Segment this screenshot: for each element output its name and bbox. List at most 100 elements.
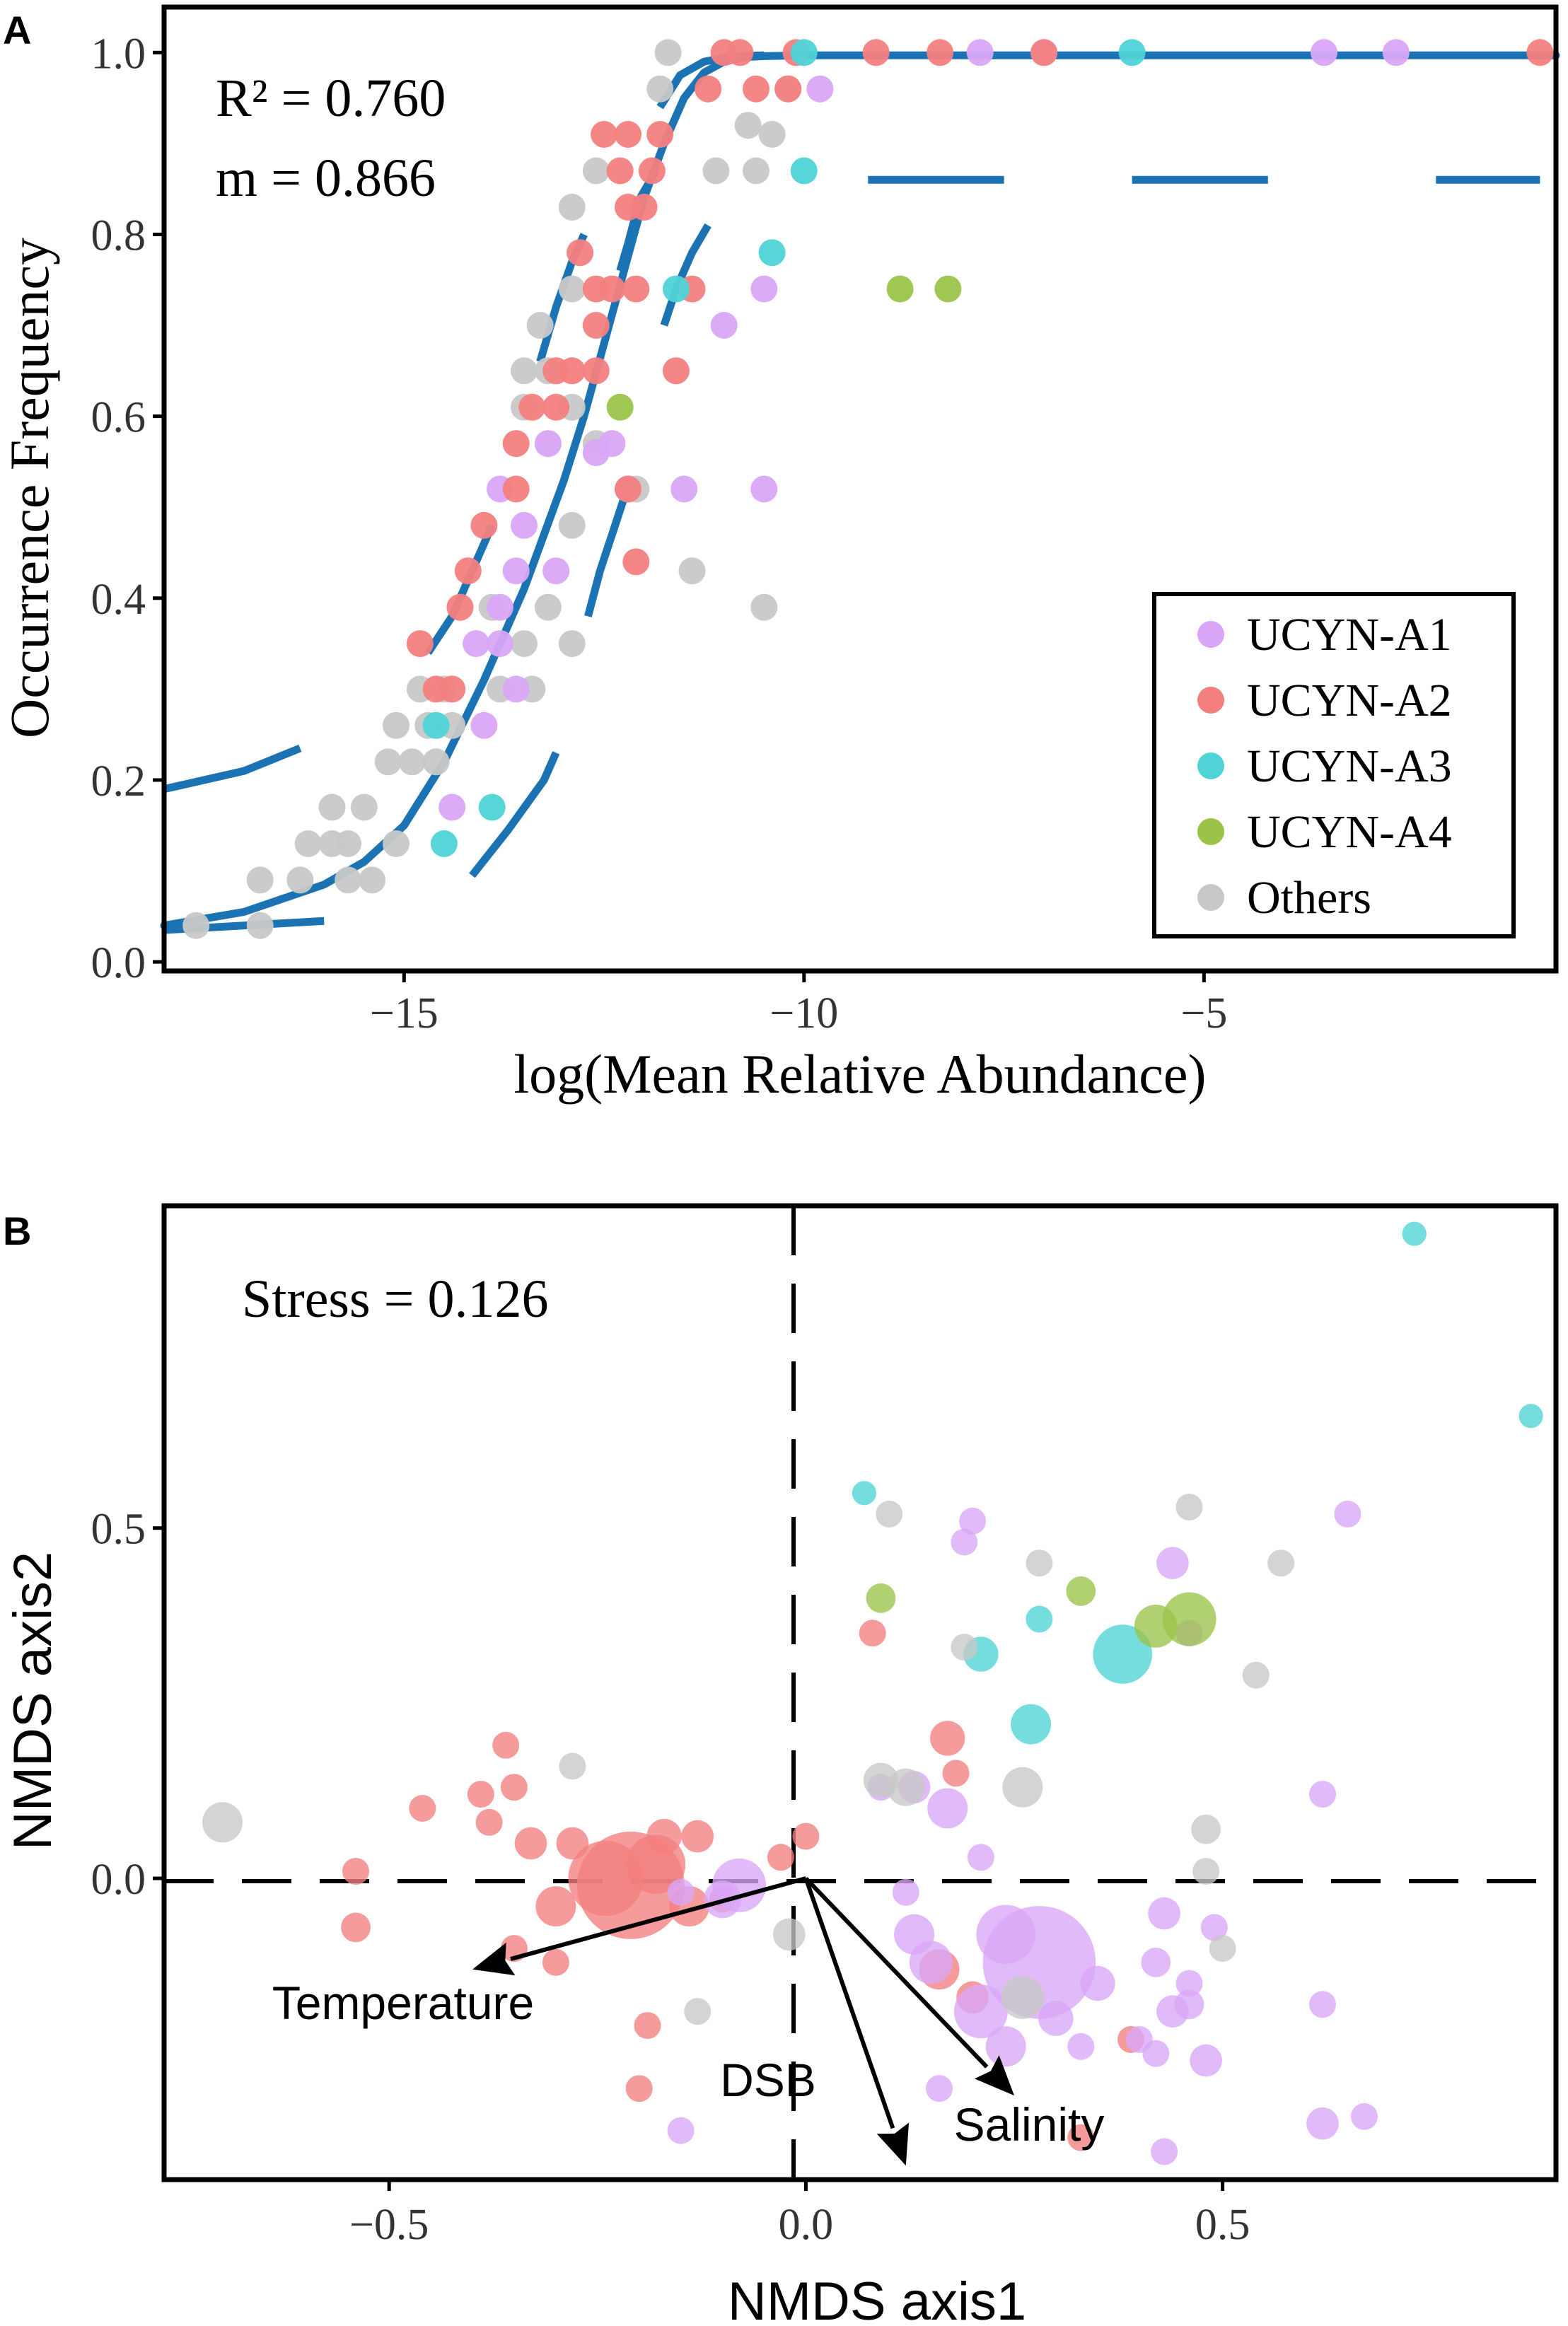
panel-a-point-others	[286, 866, 314, 894]
panel-b-label: B	[3, 1209, 31, 1253]
panel-a-point-ucyn-a1	[966, 39, 994, 66]
panel-a-point-others	[758, 121, 786, 148]
panel-b-point-ucyn-a1	[1306, 2107, 1339, 2140]
panel-a-point-ucyn-a4	[886, 275, 914, 303]
panel-a-point-others	[246, 912, 274, 939]
panel-b-arrow-temperature	[510, 1876, 807, 1961]
panel-a-m-annotation: m = 0.866	[216, 149, 436, 208]
panel-a-legend-label-ucyn-a3: UCYN-A3	[1247, 740, 1452, 792]
panel-a-y-tick-label: 0.8	[91, 211, 146, 260]
panel-b-point-others	[202, 1802, 243, 1843]
panel-b-point-ucyn-a1	[1156, 1547, 1189, 1579]
panel-a-legend: UCYN-A1 UCYN-A2 UCYN-A3 UCYN-A4 Others	[1152, 592, 1516, 938]
panel-a-point-ucyn-a2	[567, 239, 594, 267]
panel-a-legend-label-ucyn-a2: UCYN-A2	[1247, 675, 1452, 726]
panel-b-arrow-label-dsb: DSB	[720, 2054, 816, 2106]
panel-b-point-ucyn-a3	[1011, 1704, 1052, 1745]
panel-b-point-ucyn-a2	[341, 1912, 371, 1943]
panel-a-legend-swatch-ucyn-a2	[1197, 687, 1224, 714]
panel-a-point-others	[383, 830, 410, 857]
panel-a-point-ucyn-a2	[1526, 39, 1554, 66]
panel-b-arrow-label-salinity: Salinity	[954, 2098, 1105, 2151]
panel-a-point-ucyn-a2	[446, 593, 474, 621]
panel-b-point-ucyn-a1	[1151, 2138, 1178, 2165]
panel-a-point-others	[734, 112, 762, 139]
panel-b-point-ucyn-a1	[926, 2075, 953, 2103]
panel-b-point-others	[876, 1500, 903, 1528]
panel-b-point-ucyn-a4	[866, 1583, 896, 1613]
panel-a-point-others	[558, 511, 586, 539]
panel-b-point-ucyn-a1	[1125, 2025, 1153, 2053]
panel-b-point-ucyn-a1	[667, 2117, 695, 2144]
panel-a-point-others	[582, 157, 610, 185]
panel-b-point-ucyn-a1	[951, 1528, 978, 1556]
panel-a-point-ucyn-a1	[487, 630, 513, 658]
panel-b-point-ucyn-a4	[1134, 1605, 1178, 1648]
panel-a-point-ucyn-a3	[790, 39, 818, 66]
panel-a-point-others	[359, 866, 386, 894]
panel-b-point-others	[684, 1998, 712, 2025]
panel-b-point-ucyn-a1	[959, 1507, 987, 1535]
panel-a-point-ucyn-a1	[806, 75, 834, 103]
panel-a-y-tick-label: 0.0	[91, 939, 146, 987]
panel-b-point-ucyn-a2	[1067, 2124, 1095, 2151]
panel-a-r2-annotation: R² = 0.760	[216, 69, 446, 128]
panel-b-x-tick-label: 0.0	[779, 2201, 834, 2249]
panel-a-point-ucyn-a1	[710, 312, 738, 339]
panel-b-environmental-arrows: Temperature DSB Salinity	[272, 1876, 1105, 2166]
panel-a-point-ucyn-a4	[934, 275, 962, 303]
panel-b-point-others	[887, 1768, 925, 1806]
panel-b-point-ucyn-a1	[1067, 2033, 1095, 2060]
panel-a-point-ucyn-a1	[750, 475, 778, 503]
panel-b-y-axis-title: NMDS axis2	[3, 1552, 63, 1850]
panel-b-point-ucyn-a1	[1148, 1897, 1180, 1930]
panel-b-point-ucyn-a2	[930, 1721, 965, 1756]
panel-a-point-ucyn-a3	[478, 793, 506, 821]
panel-a-point-others	[526, 312, 554, 339]
panel-a-point-ucyn-a1	[1382, 39, 1410, 66]
panel-a-point-ucyn-a2	[542, 393, 570, 421]
panel-b-y-tick-label: 0.5	[91, 1506, 146, 1554]
panel-a-point-ucyn-a4	[606, 393, 634, 421]
panel-b-point-ucyn-a2	[792, 1822, 820, 1850]
panel-b-point-ucyn-a1	[1080, 1965, 1115, 2001]
panel-b-point-ucyn-a1	[1141, 1948, 1171, 1977]
panel-b-x-tick-label: 0.5	[1195, 2201, 1250, 2249]
panel-a-point-ucyn-a2	[726, 39, 754, 66]
panel-a-point-ucyn-a3	[662, 275, 690, 303]
panel-b-point-ucyn-a2	[568, 1840, 644, 1917]
panel-b-x-axis-title: NMDS axis1	[728, 2272, 1026, 2326]
panel-b-y-tick-label: 0.0	[91, 1856, 146, 1904]
panel-b-point-ucyn-a1	[927, 1788, 968, 1829]
panel-a: A R² = 0.760 m = 0.866 0.0 0.2 0.4 0.6 0.8 1.…	[0, 4, 1560, 1105]
panel-a-point-ucyn-a2	[638, 157, 666, 185]
panel-b-plot-frame	[161, 1203, 1559, 2182]
panel-a-point-others	[511, 630, 538, 658]
panel-b-point-ucyn-a1	[967, 1844, 994, 1871]
panel-b-point-ucyn-a1	[1309, 1991, 1336, 2018]
panel-b-point-ucyn-a2	[634, 2012, 661, 2040]
panel-b-point-ucyn-a1	[1190, 2044, 1222, 2077]
panel-b-point-ucyn-a1	[1309, 1781, 1336, 1808]
panel-a-upper-ci-segment	[163, 744, 302, 793]
panel-a-point-ucyn-a2	[582, 275, 610, 303]
panel-b-arrow-label-temperature: Temperature	[272, 1977, 535, 2029]
panel-a-point-others	[743, 157, 770, 185]
panel-a-point-ucyn-a2	[622, 275, 650, 303]
panel-a-point-ucyn-a3	[422, 711, 450, 739]
panel-b-point-ucyn-a2	[475, 1808, 503, 1836]
panel-a-y-tick-label: 1.0	[91, 30, 146, 78]
panel-a-y-axis-title: Occurrence Frequency	[0, 238, 60, 738]
panel-a-point-ucyn-a3	[758, 239, 786, 267]
panel-b-point-others	[1242, 1661, 1270, 1689]
panel-b-point-ucyn-a1	[976, 1905, 1035, 1965]
panel-b-point-ucyn-a2	[646, 1818, 682, 1854]
panel-a-point-others	[646, 75, 674, 103]
panel-a-point-ucyn-a3	[790, 157, 818, 185]
panel-a-point-ucyn-a2	[743, 75, 770, 103]
panel-a-point-ucyn-a2	[558, 357, 586, 385]
panel-b-point-ucyn-a3	[1026, 1605, 1053, 1633]
panel-a-legend-swatch-others	[1197, 884, 1224, 911]
panel-a-lower-ci-segment	[469, 751, 560, 878]
